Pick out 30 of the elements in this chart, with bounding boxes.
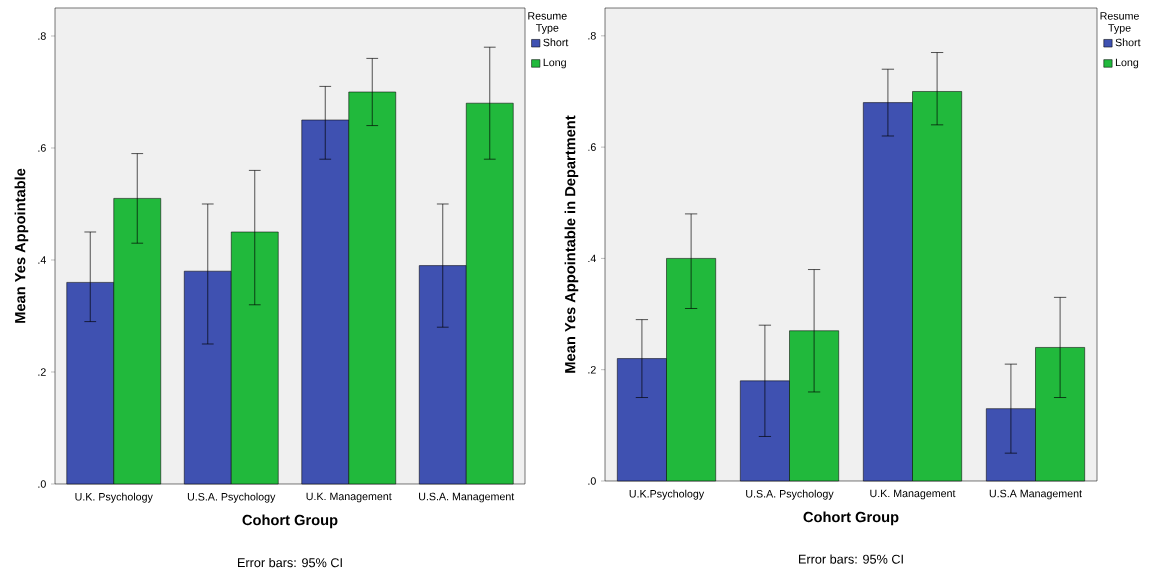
x-tick-label: U.K. Management: [870, 489, 956, 500]
legend-label: Short: [543, 38, 569, 47]
legend-label: Long: [543, 58, 566, 69]
x-axis-title: Cohort Group: [242, 514, 338, 529]
y-tick-label: .2: [38, 368, 46, 376]
x-tick-label: U.K. Psychology: [75, 492, 153, 503]
y-tick-label: .8: [588, 32, 596, 40]
x-tick-label: U.S.A. Psychology: [187, 492, 276, 503]
y-tick-label: .4: [38, 256, 46, 264]
legend-label: Long: [1115, 58, 1139, 69]
text: Error bars: 95% CI: [238, 558, 342, 568]
x-axis-title: Cohort Group: [803, 511, 899, 526]
y-tick-label: .6: [588, 143, 596, 152]
y-axis-title: Mean Yes Appointable: [14, 168, 29, 324]
y-tick-label: .8: [38, 32, 46, 40]
y-tick-label: .0: [38, 480, 46, 488]
x-tick-label: U.S.A. Psychology: [746, 489, 834, 500]
legend-label: Short: [1115, 38, 1141, 47]
legend-title: Resume Type: [1100, 12, 1139, 35]
x-tick-label: U.S.A. Management: [419, 492, 515, 503]
y-tick-label: .0: [588, 477, 596, 485]
y-axis-title: Mean Yes Appointable in Department: [564, 115, 579, 373]
y-tick-label: .4: [588, 254, 596, 263]
text: Error bars: 95% CI: [799, 554, 903, 564]
x-tick-label: U.S.A Management: [989, 489, 1082, 500]
y-tick-label: .6: [38, 144, 46, 152]
y-tick-label: .2: [588, 366, 596, 374]
x-tick-label: U.K. Management: [306, 492, 392, 503]
x-tick-label: U.K.Psychology: [629, 489, 705, 500]
legend-title: Resume Type: [528, 12, 567, 34]
